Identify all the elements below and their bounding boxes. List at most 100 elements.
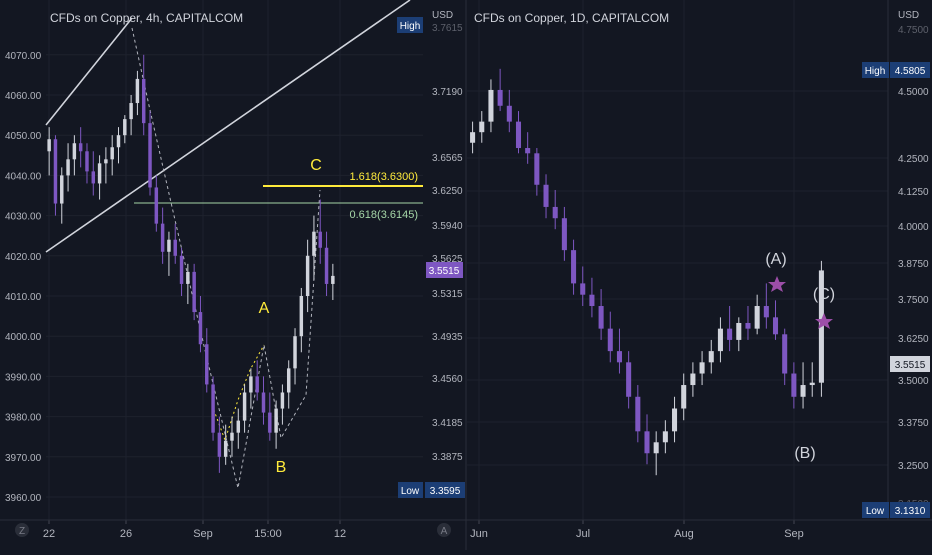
left-candle — [154, 175, 159, 232]
wave-label-c: C — [310, 157, 322, 174]
right-candle-body — [754, 306, 760, 329]
left-axis-scale-button[interactable] — [15, 523, 29, 537]
left-candle — [268, 392, 272, 441]
mid-y-tick-label: 3.4560 — [432, 374, 463, 385]
left-candle — [110, 135, 114, 176]
left-candle — [236, 408, 241, 449]
left-x-tick-label: 26 — [120, 528, 132, 540]
trendline-upper[interactable] — [45, 17, 133, 126]
left-candle — [179, 247, 184, 296]
mid-y-tick-label: 3.3875 — [432, 452, 463, 463]
mid-price-axis[interactable]: 3.7190 3.6565 3.6250 3.5940 3.5625 3.5315 3.49… — [432, 87, 463, 463]
mid-y-tick-label: 3.4935 — [432, 332, 463, 343]
left-candle — [198, 296, 203, 353]
left-candle — [242, 384, 247, 433]
left-chart-pane[interactable]: 4070.00 4060.00 4050.00 4040.00 4030.00 4020.… — [5, 0, 465, 540]
far-currency-label: USD — [898, 10, 919, 21]
left-y-tick-label: 4060.00 — [5, 91, 42, 102]
left-y-tick-label: 4010.00 — [5, 292, 42, 303]
right-candle-body — [644, 431, 650, 454]
mid-y-tick-label: 3.7190 — [432, 87, 463, 98]
left-candle — [249, 368, 253, 409]
right-candle-body — [616, 351, 622, 363]
left-high-tag-bg — [397, 17, 423, 33]
left-candle-body — [242, 392, 247, 421]
left-candle-body — [230, 432, 234, 441]
right-candle-body — [543, 184, 549, 207]
right-axis-scale-button[interactable] — [437, 523, 451, 537]
mid-current-price: 3.5515 — [429, 266, 460, 277]
right-candle — [818, 260, 824, 397]
left-candle-body — [211, 384, 215, 433]
mid-y-tick-label: 3.6565 — [432, 153, 463, 164]
right-candle — [736, 317, 742, 352]
right-candle — [552, 190, 558, 230]
left-y-tick-label: 3980.00 — [5, 413, 42, 424]
left-candle-body — [324, 247, 329, 284]
left-high-tag: High — [397, 17, 423, 33]
left-y-tick-label: 3960.00 — [5, 493, 42, 504]
far-high-label: High — [865, 66, 886, 77]
left-grid — [46, 0, 423, 520]
left-candle — [274, 400, 278, 449]
left-candle — [78, 127, 83, 168]
left-candle — [72, 135, 77, 176]
left-candle — [148, 111, 152, 196]
right-candles — [470, 68, 824, 476]
left-candle — [331, 263, 335, 301]
far-current-price-bg — [890, 356, 930, 372]
far-high-value-bg — [890, 62, 930, 78]
left-candle-body — [97, 163, 102, 184]
left-candle-body — [104, 159, 108, 164]
right-grid — [466, 0, 888, 520]
left-y-tick-label: 4030.00 — [5, 212, 42, 223]
left-axis-scale-label: Z — [19, 526, 25, 537]
left-candle — [91, 151, 96, 196]
wave-label-big-b: (B) — [794, 445, 815, 462]
left-time-axis[interactable]: 22 26 Sep 15:00 12 — [43, 520, 346, 540]
left-candle — [312, 215, 316, 280]
left-candle-body — [85, 151, 89, 172]
star-marker-c-icon — [815, 313, 833, 329]
right-candle-body — [552, 206, 558, 219]
right-candle — [571, 239, 577, 295]
wave-path-yellow — [211, 344, 265, 442]
far-y-tick-label: 4.1250 — [898, 187, 929, 198]
left-candle — [47, 127, 51, 176]
left-candle — [230, 416, 234, 457]
right-candle-body — [626, 362, 632, 397]
right-chart-pane[interactable]: USD 3.7190 3.6565 3.6250 3.5940 3.5625 3.5315… — [426, 0, 888, 550]
right-candle-body — [782, 334, 788, 374]
right-candle-body — [662, 431, 668, 443]
right-candle-body — [525, 148, 531, 154]
right-candle-body — [745, 322, 751, 329]
left-candle — [255, 360, 259, 401]
right-candle — [497, 68, 503, 112]
left-candle-body — [249, 376, 253, 393]
left-candle-body — [173, 239, 177, 256]
left-candle-body — [255, 376, 259, 393]
right-candle — [681, 373, 687, 421]
left-candle-body — [110, 147, 114, 160]
right-time-axis[interactable]: Jun Jul Aug Sep — [470, 520, 804, 540]
right-annotations: (A) (B) (C) — [765, 251, 835, 462]
left-x-tick-label: 12 — [334, 528, 346, 540]
mid-y-tick-label: 3.5315 — [432, 289, 463, 300]
right-candle — [580, 266, 586, 307]
right-candle-body — [470, 132, 476, 143]
right-axis-scale-label: A — [441, 526, 448, 537]
left-candle-body — [66, 159, 70, 176]
right-candle-body — [772, 317, 779, 335]
trendline-lower[interactable] — [45, 0, 411, 253]
right-candle-body — [580, 283, 586, 295]
far-y-tick-label: 3.8750 — [898, 259, 929, 270]
left-candle-body — [53, 139, 58, 204]
far-price-axis-pane[interactable]: USD 4.7500 4.5000 4.2500 4.1250 4.0000 3.875… — [862, 0, 930, 520]
left-candle — [305, 239, 310, 313]
left-y-tick-label: 3970.00 — [5, 453, 42, 464]
left-price-axis[interactable]: 4070.00 4060.00 4050.00 4040.00 4030.00 4020.… — [5, 51, 42, 504]
left-candle-body — [261, 392, 266, 413]
right-candle — [644, 414, 650, 465]
right-candle — [708, 339, 714, 374]
right-candle-body — [479, 121, 485, 133]
